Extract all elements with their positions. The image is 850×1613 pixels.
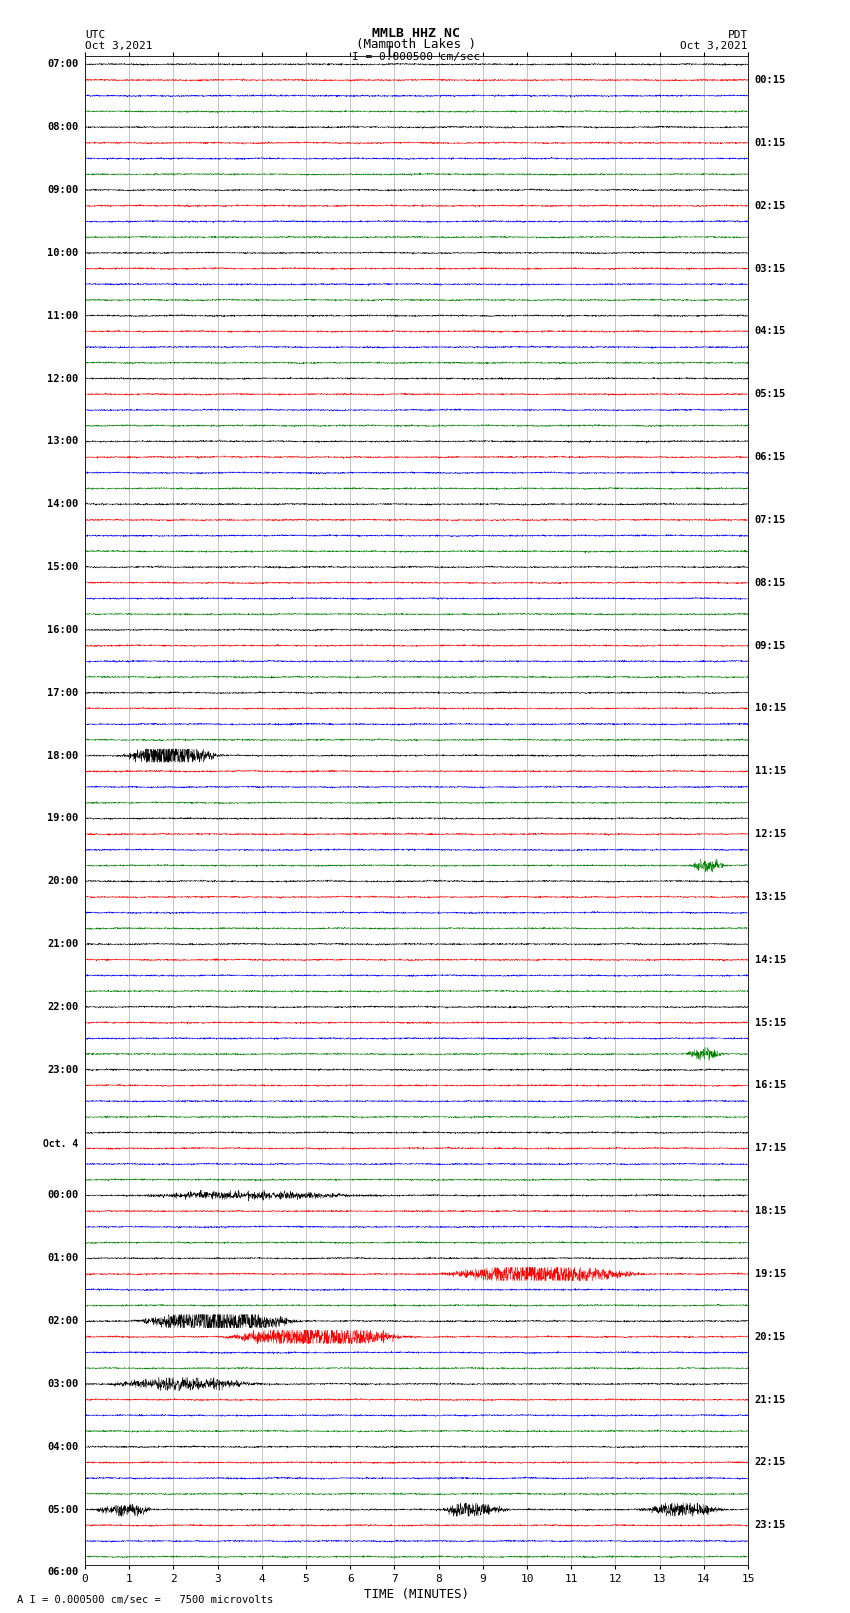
Text: Oct 3,2021: Oct 3,2021 (85, 40, 152, 50)
Text: 17:00: 17:00 (47, 687, 78, 698)
Text: 06:00: 06:00 (47, 1568, 78, 1578)
Text: 13:00: 13:00 (47, 437, 78, 447)
Text: [: [ (385, 45, 393, 58)
X-axis label: TIME (MINUTES): TIME (MINUTES) (364, 1587, 469, 1600)
Text: 07:00: 07:00 (47, 60, 78, 69)
Text: 14:15: 14:15 (755, 955, 786, 965)
Text: Oct. 4: Oct. 4 (43, 1139, 78, 1148)
Text: 08:00: 08:00 (47, 123, 78, 132)
Text: 19:00: 19:00 (47, 813, 78, 823)
Text: 06:15: 06:15 (755, 452, 786, 461)
Text: 08:15: 08:15 (755, 577, 786, 587)
Text: 16:15: 16:15 (755, 1081, 786, 1090)
Text: 00:00: 00:00 (47, 1190, 78, 1200)
Text: 16:00: 16:00 (47, 624, 78, 636)
Text: 04:15: 04:15 (755, 326, 786, 337)
Text: 23:00: 23:00 (47, 1065, 78, 1074)
Text: 05:15: 05:15 (755, 389, 786, 400)
Text: 17:15: 17:15 (755, 1144, 786, 1153)
Text: 11:15: 11:15 (755, 766, 786, 776)
Text: 15:15: 15:15 (755, 1018, 786, 1027)
Text: A I = 0.000500 cm/sec =   7500 microvolts: A I = 0.000500 cm/sec = 7500 microvolts (17, 1595, 273, 1605)
Text: 03:15: 03:15 (755, 263, 786, 274)
Text: 09:00: 09:00 (47, 185, 78, 195)
Text: 13:15: 13:15 (755, 892, 786, 902)
Text: 02:15: 02:15 (755, 200, 786, 211)
Text: 23:15: 23:15 (755, 1521, 786, 1531)
Text: 09:15: 09:15 (755, 640, 786, 650)
Text: (Mammoth Lakes ): (Mammoth Lakes ) (356, 37, 477, 50)
Text: 02:00: 02:00 (47, 1316, 78, 1326)
Text: 18:00: 18:00 (47, 750, 78, 761)
Text: 20:15: 20:15 (755, 1332, 786, 1342)
Text: 12:00: 12:00 (47, 374, 78, 384)
Text: 21:00: 21:00 (47, 939, 78, 948)
Text: 04:00: 04:00 (47, 1442, 78, 1452)
Text: 18:15: 18:15 (755, 1207, 786, 1216)
Text: Oct 3,2021: Oct 3,2021 (681, 40, 748, 50)
Text: 12:15: 12:15 (755, 829, 786, 839)
Text: 19:15: 19:15 (755, 1269, 786, 1279)
Text: 10:15: 10:15 (755, 703, 786, 713)
Text: 22:00: 22:00 (47, 1002, 78, 1011)
Text: MMLB HHZ NC: MMLB HHZ NC (372, 26, 461, 39)
Text: 01:15: 01:15 (755, 137, 786, 148)
Text: 01:00: 01:00 (47, 1253, 78, 1263)
Text: 22:15: 22:15 (755, 1458, 786, 1468)
Text: PDT: PDT (728, 29, 748, 39)
Text: 21:15: 21:15 (755, 1395, 786, 1405)
Text: 00:15: 00:15 (755, 76, 786, 85)
Text: 20:00: 20:00 (47, 876, 78, 886)
Text: 11:00: 11:00 (47, 311, 78, 321)
Text: 03:00: 03:00 (47, 1379, 78, 1389)
Text: 07:15: 07:15 (755, 515, 786, 524)
Text: UTC: UTC (85, 29, 105, 39)
Text: 14:00: 14:00 (47, 498, 78, 510)
Text: 10:00: 10:00 (47, 248, 78, 258)
Text: 05:00: 05:00 (47, 1505, 78, 1515)
Text: 15:00: 15:00 (47, 561, 78, 573)
Text: I = 0.000500 cm/sec: I = 0.000500 cm/sec (353, 52, 480, 63)
